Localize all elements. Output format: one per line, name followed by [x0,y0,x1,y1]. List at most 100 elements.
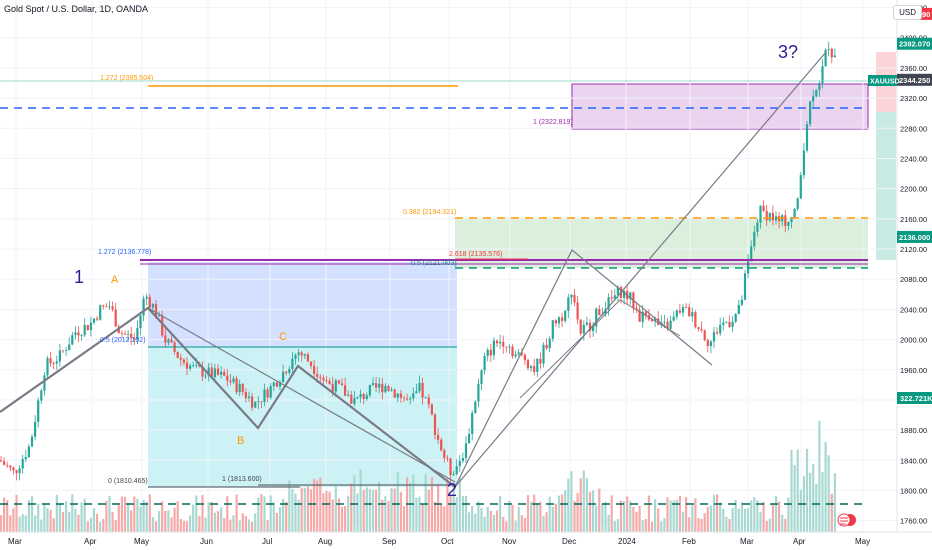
candle-body [663,321,666,323]
volume-bar [824,442,827,532]
time-tick-label: May [134,537,149,546]
candle-body [771,213,774,221]
candle-body [235,378,238,393]
candle-body [731,321,734,327]
candle-body [170,339,173,343]
volume-bar [189,515,192,532]
volume-bar [313,478,316,532]
volume-bar [123,496,127,532]
volume-bar [759,512,762,532]
volume-bar [161,501,164,532]
wave-label-c: C [279,331,287,343]
time-tick-label: Jun [200,537,213,546]
candle-body [34,421,37,437]
volume-bar [288,480,291,532]
gridlines [0,0,897,532]
candle-body [325,380,328,382]
volume-bar [30,496,34,532]
volume-bar [37,503,40,532]
us-flag-icon[interactable] [837,513,856,527]
volume-bar [592,490,595,532]
volume-bar [750,500,753,532]
time-tick-label: Apr [84,537,97,546]
volume-bar [381,499,384,532]
volume-bar [502,517,505,532]
volume-bar [114,520,117,532]
time-axis[interactable]: Mar Apr May Jun Jul Aug Sep Oct Nov Dec 2024 Feb Mar… [0,531,932,546]
candle-body [827,48,830,50]
volume-bar [449,495,452,532]
candle-body [207,367,210,376]
candle-body [486,349,489,357]
volume-bar [737,508,740,532]
candle-body [368,384,371,396]
candle-body [613,295,616,299]
time-tick-label: Mar [740,537,754,546]
price-axis[interactable]: 1760.001800.001840.001880.001920.001960.… [868,0,932,532]
volume-bar [167,510,170,532]
candle-body [151,304,154,308]
candle-body [644,311,647,316]
candle-body [396,393,399,398]
candle-body [381,383,384,393]
volume-bar [619,500,623,532]
wave-label-2: 2 [447,480,457,500]
volume-bar [291,488,294,532]
candle-body [523,354,526,361]
candle-body [52,363,55,364]
volume-bar [223,518,226,532]
wave-thin-line [147,307,456,483]
candle-body [226,375,229,381]
volume-bar [247,519,251,532]
time-tick-label: Aug [318,537,332,546]
volume-bar [427,489,430,532]
volume-bar [660,521,663,532]
volume-bar [251,521,254,532]
volume-bar [306,486,309,532]
candle-body [291,358,294,369]
candle-body [123,333,127,335]
volume-bar [300,487,303,532]
price-tick-label: 2320.00 [900,94,927,103]
candle-body [433,414,437,435]
volume-bar [681,511,685,532]
volume-bar [629,501,632,532]
candle-body [756,222,759,232]
price-tick-label: 2240.00 [900,154,927,163]
fib-label-1: 1 (1813.600) [222,476,262,483]
candle-body [167,339,170,343]
volume-bar [740,502,743,532]
candle-body [269,385,272,398]
volume-bar [238,520,241,532]
volume-bar [390,488,393,532]
candle-body [740,299,743,305]
volume-bar [12,508,15,532]
candle-body [74,332,77,336]
volume-bar [182,521,185,532]
volume-bar [148,494,151,532]
volume-bar [743,508,747,532]
candle-body [297,352,300,355]
volume-bar [688,517,691,532]
candle-body [774,216,778,221]
candle-body [514,354,517,357]
candle-body [709,341,712,346]
volume-bar [440,504,443,532]
candle-body [691,312,694,317]
candle-body [18,468,21,474]
volume-bar [378,481,381,532]
volume-bar [396,472,399,532]
currency-button[interactable]: USD [893,5,922,20]
wave-label-a: A [111,274,119,286]
candle-body [616,286,619,296]
candle-body [216,368,220,375]
volume-bar [263,496,266,532]
candle-body [526,360,530,369]
candle-body [554,320,557,324]
candle-body [415,391,418,394]
candle-body [204,375,207,377]
candle-body [824,49,827,67]
volume-bar [480,507,483,532]
time-tick-label: May [855,537,870,546]
